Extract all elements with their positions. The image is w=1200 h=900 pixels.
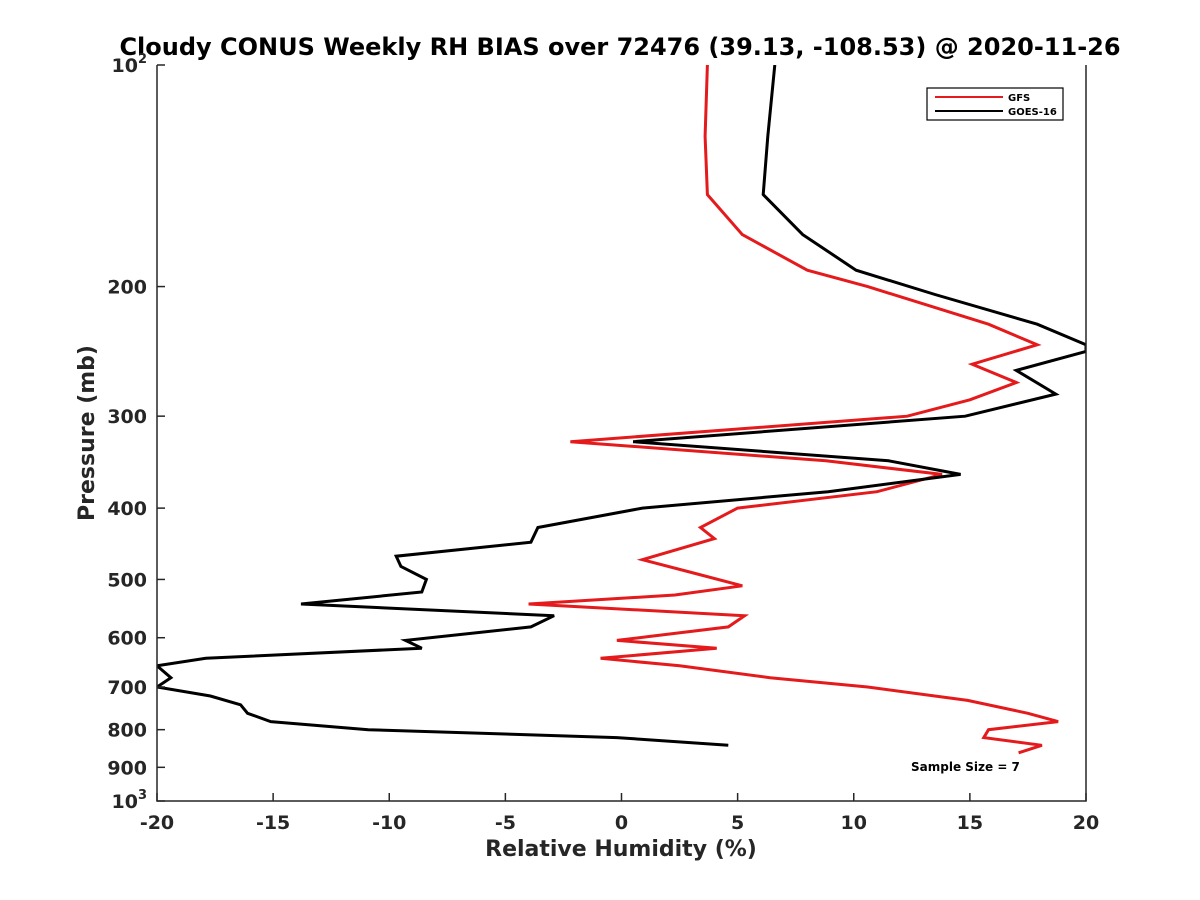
y-tick-label: 300 bbox=[107, 406, 147, 428]
x-tick-label: 5 bbox=[731, 812, 744, 834]
x-axis-label: Relative Humidity (%) bbox=[485, 837, 757, 862]
y-tick-label: 200 bbox=[107, 277, 147, 299]
y-tick-label: 600 bbox=[107, 628, 147, 650]
y-tick-label: 400 bbox=[107, 498, 147, 520]
y-axis: 102 200 300 400 500 600 700 800 900 103 bbox=[107, 52, 165, 813]
y-tick-label: 700 bbox=[107, 677, 147, 699]
legend-box bbox=[926, 87, 1064, 121]
y-tick-label: 103 bbox=[112, 788, 148, 813]
x-tick-label: -10 bbox=[372, 812, 406, 834]
x-tick-label: 0 bbox=[615, 812, 628, 834]
y-tick-label: 102 bbox=[112, 52, 148, 77]
legend: GFS GOES-16 bbox=[926, 87, 1064, 121]
plot-background bbox=[157, 65, 1086, 801]
x-tick-label: -20 bbox=[140, 812, 174, 834]
x-tick-label: 10 bbox=[841, 812, 867, 834]
y-tick-label: 800 bbox=[107, 720, 147, 742]
y-axis-label: Pressure (mb) bbox=[75, 345, 100, 521]
legend-label-gfs: GFS bbox=[1008, 93, 1030, 104]
x-tick-label: 15 bbox=[957, 812, 983, 834]
x-axis: -20 -15 -10 -5 0 5 10 15 20 bbox=[140, 793, 1099, 834]
y-tick-label: 900 bbox=[107, 757, 147, 779]
y-tick-label: 500 bbox=[107, 569, 147, 591]
series-line-goes16 bbox=[157, 65, 1086, 747]
x-tick-label: -15 bbox=[256, 812, 290, 834]
sample-size-annotation: Sample Size = 7 bbox=[911, 760, 1020, 774]
legend-label-goes16: GOES-16 bbox=[1008, 107, 1057, 118]
x-tick-label: -5 bbox=[495, 812, 516, 834]
x-tick-label: 20 bbox=[1073, 812, 1099, 834]
series-line-gfs bbox=[528, 65, 1059, 755]
plot-area bbox=[157, 65, 1086, 755]
chart-title: Cloudy CONUS Weekly RH BIAS over 72476 (… bbox=[119, 33, 1120, 61]
